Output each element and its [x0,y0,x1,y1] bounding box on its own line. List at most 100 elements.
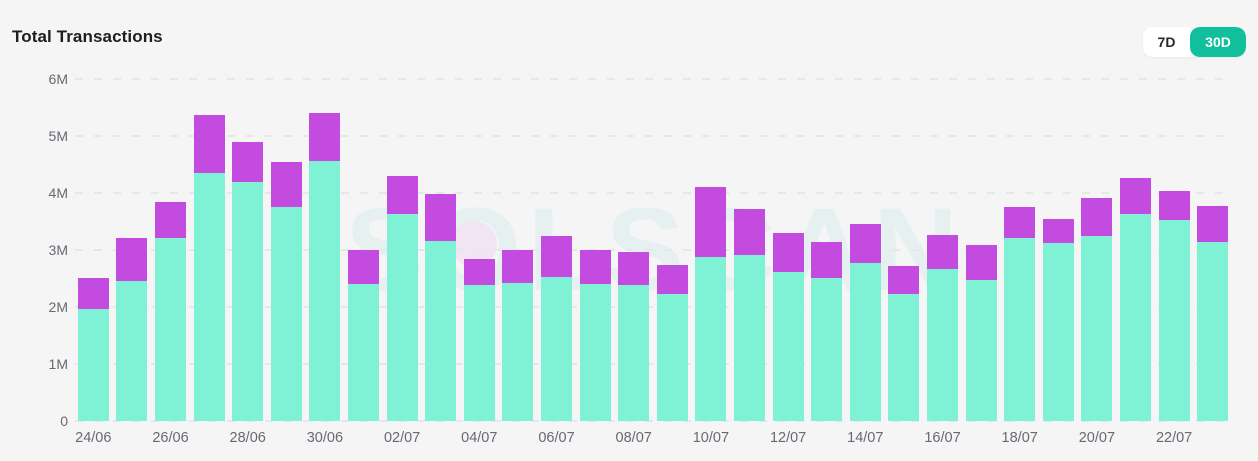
bar-segment-purple[interactable] [386,176,418,215]
x-axis-label: 24/06 [75,430,112,446]
bar-column-25/06[interactable] [116,238,148,421]
bar-column-08/07[interactable] [618,251,650,421]
bar-segment-teal[interactable] [386,214,418,421]
bar-segment-teal[interactable] [618,284,650,421]
bar-segment-purple[interactable] [618,251,650,285]
bar-column-10/07[interactable] [695,187,727,421]
bar-segment-teal[interactable] [811,277,843,421]
bar-segment-teal[interactable] [888,293,920,421]
bar-segment-purple[interactable] [656,265,688,294]
bar-segment-purple[interactable] [811,242,843,278]
bar-column-27/06[interactable] [193,114,225,421]
bar-segment-teal[interactable] [541,277,572,421]
bar-segment-purple[interactable] [116,238,148,281]
bar-segment-teal[interactable] [193,173,225,421]
bar-column-17/07[interactable] [965,245,997,421]
bar-segment-teal[interactable] [425,240,457,421]
bar-column-20/07[interactable] [1081,198,1113,421]
bar-column-23/07[interactable] [1197,206,1229,421]
bar-column-07/07[interactable] [579,250,611,421]
bar-column-28/06[interactable] [232,141,264,421]
bar-segment-purple[interactable] [1004,206,1036,239]
bar-column-24/06[interactable] [77,277,109,421]
bar-column-16/07[interactable] [927,235,958,421]
bar-segment-purple[interactable] [734,208,765,256]
bar-column-18/07[interactable] [1004,206,1036,421]
bar-segment-purple[interactable] [463,258,495,286]
x-axis-label: 08/07 [615,430,652,446]
bar-segment-teal[interactable] [463,285,495,421]
bar-segment-teal[interactable] [155,238,186,421]
bar-segment-purple[interactable] [155,201,186,239]
bar-segment-teal[interactable] [1004,238,1036,421]
bar-segment-teal[interactable] [232,182,264,421]
bar-column-11/07[interactable] [734,208,765,421]
bar-segment-purple[interactable] [849,224,881,264]
bar-column-09/07[interactable] [656,265,688,421]
bar-segment-teal[interactable] [1042,243,1074,421]
bar-column-30/06[interactable] [309,112,341,421]
bar-segment-purple[interactable] [888,265,920,294]
bar-segment-teal[interactable] [1158,220,1190,421]
bar-column-21/07[interactable] [1120,178,1151,421]
bar-column-19/07[interactable] [1042,218,1074,421]
page-title: Total Transactions [12,27,163,46]
bar-segment-purple[interactable] [77,277,109,310]
x-axis-label: 02/07 [383,430,421,446]
bar-segment-teal[interactable] [772,271,804,421]
bar-segment-teal[interactable] [927,269,958,421]
bar-column-14/07[interactable] [849,224,881,421]
bar-column-04/07[interactable] [463,258,495,421]
bar-segment-teal[interactable] [116,280,148,421]
bar-segment-purple[interactable] [270,161,302,207]
bar-column-12/07[interactable] [772,233,804,421]
bar-segment-purple[interactable] [193,114,225,174]
bar-segment-purple[interactable] [1081,198,1113,236]
bar-column-01/07[interactable] [348,250,379,421]
bar-segment-teal[interactable] [695,256,727,421]
bar-segment-teal[interactable] [734,255,765,421]
bar-segment-purple[interactable] [1120,178,1151,215]
bar-column-13/07[interactable] [811,242,843,421]
bar-segment-teal[interactable] [270,206,302,421]
bar-segment-purple[interactable] [1042,218,1074,244]
bar-segment-teal[interactable] [1081,235,1113,421]
bar-segment-purple[interactable] [579,250,611,284]
x-axis-label: 06/07 [538,430,575,446]
bar-column-06/07[interactable] [541,236,572,421]
bar-segment-purple[interactable] [541,236,572,278]
bar-segment-teal[interactable] [965,280,997,421]
range-button-30d[interactable]: 30D [1190,27,1246,57]
bar-segment-teal[interactable] [77,309,109,421]
bar-column-03/07[interactable] [425,194,457,421]
bar-segment-teal[interactable] [849,263,881,421]
bar-column-26/06[interactable] [155,201,186,421]
x-axis-label: 30/06 [306,430,344,446]
bar-segment-teal[interactable] [309,161,341,421]
bar-segment-purple[interactable] [927,235,958,270]
bar-segment-teal[interactable] [656,293,688,421]
bar-column-29/06[interactable] [270,161,302,421]
bar-segment-purple[interactable] [1158,191,1190,221]
bar-segment-teal[interactable] [579,283,611,421]
bar-segment-purple[interactable] [695,187,727,257]
x-axis-label: 10/07 [692,430,730,446]
bar-segment-teal[interactable] [1120,214,1151,421]
bar-segment-teal[interactable] [502,283,534,421]
bar-segment-purple[interactable] [309,112,341,162]
bar-column-02/07[interactable] [386,176,418,421]
bar-segment-purple[interactable] [425,194,457,241]
bar-segment-purple[interactable] [502,250,534,284]
bar-column-15/07[interactable] [888,265,920,421]
bar-segment-teal[interactable] [348,283,379,421]
bar-segment-purple[interactable] [232,141,264,183]
bar-segment-purple[interactable] [348,250,379,284]
range-button-7d[interactable]: 7D [1143,27,1190,57]
gridline-1M [75,363,1225,365]
bar-column-22/07[interactable] [1158,191,1190,421]
bar-segment-purple[interactable] [772,233,804,272]
bar-segment-teal[interactable] [1197,242,1229,421]
bar-segment-purple[interactable] [1197,206,1229,243]
bar-segment-purple[interactable] [965,245,997,281]
bar-column-05/07[interactable] [502,250,534,421]
